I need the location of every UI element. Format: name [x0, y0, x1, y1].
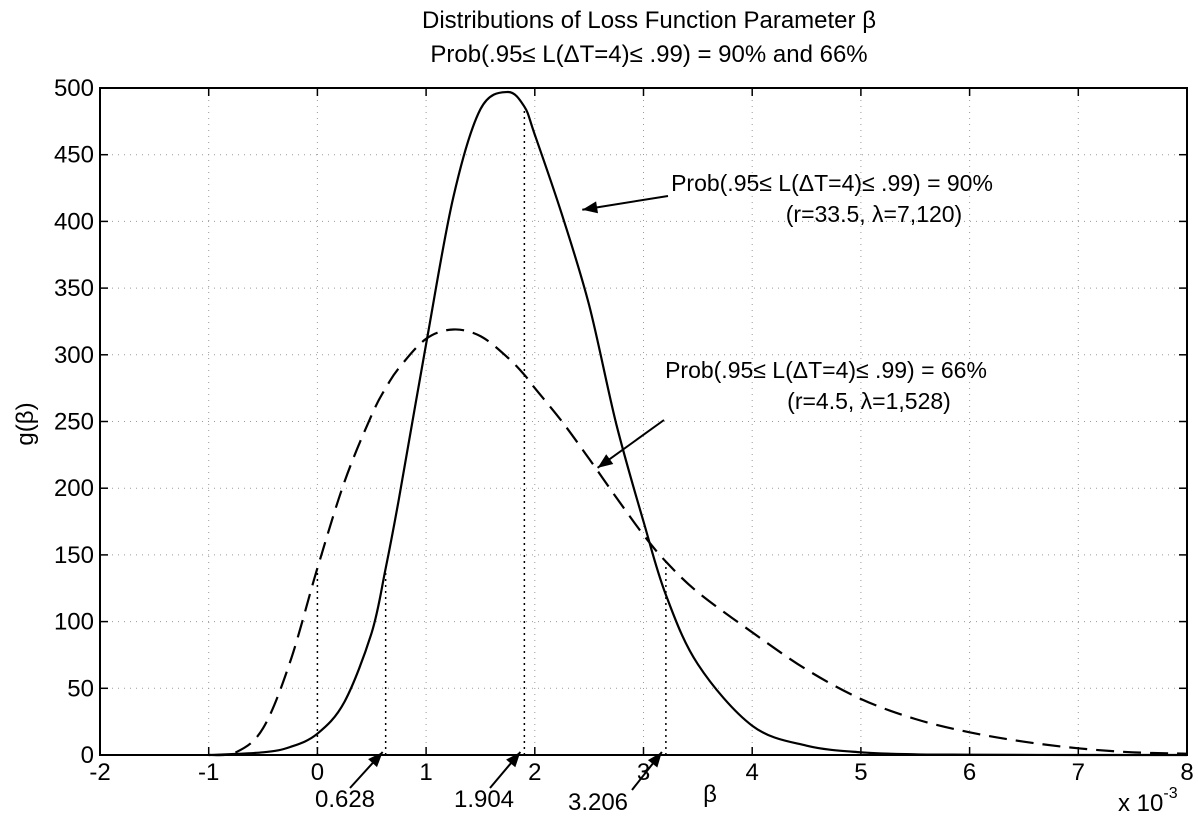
series-line-dashed — [208, 328, 1188, 757]
y-axis-label: g(β) — [12, 402, 39, 445]
annotation-arrow-head — [597, 454, 614, 468]
y-tick-labels: 0 50 100 150 200 250 300 350 400 450 500 — [54, 75, 94, 769]
x-tick-labels: -2 -1 0 1 2 3 4 5 6 7 8 — [89, 759, 1193, 786]
chart-subtitle: Prob(.95≤ L(ΔT=4)≤ .99) = 90% and 66% — [430, 41, 867, 68]
series-line-solid — [208, 90, 1187, 757]
marked-value-arrow-head — [647, 752, 662, 768]
marked-value-arrow-head — [506, 752, 521, 768]
annotation-66-line2: (r=4.5, λ=1,528) — [787, 388, 951, 414]
y-tick-label: 450 — [54, 142, 94, 169]
plot-frame — [99, 87, 1188, 756]
x-tick-label: 4 — [746, 759, 759, 786]
x-tick-label: 2 — [528, 759, 541, 786]
marked-value-arrow-head — [368, 752, 383, 768]
x-axis-label: β — [703, 781, 717, 808]
reference-lines — [316, 106, 667, 755]
y-tick-label: 350 — [54, 275, 94, 302]
annotation-arrow-head — [582, 201, 598, 214]
y-tick-label: 300 — [54, 342, 94, 369]
axis-ticks — [99, 87, 1188, 756]
annotation-66-line1: Prob(.95≤ L(ΔT=4)≤ .99) = 66% — [665, 357, 987, 383]
annotation-90-line1: Prob(.95≤ L(ΔT=4)≤ .99) = 90% — [671, 170, 993, 196]
marked-value-label: 3.206 — [568, 789, 628, 816]
y-tick-label: 50 — [67, 675, 94, 702]
annotation-90-line2: (r=33.5, λ=7,120) — [786, 201, 962, 227]
series-lines — [208, 90, 1188, 757]
marked-value-label: 0.628 — [315, 786, 375, 813]
y-tick-label: 150 — [54, 542, 94, 569]
x-multiplier-exponent: -3 — [1163, 785, 1177, 802]
x-tick-label: 7 — [1072, 759, 1085, 786]
marked-value-label: 1.904 — [454, 786, 514, 813]
y-tick-label: 500 — [54, 75, 94, 102]
annotations: Prob(.95≤ L(ΔT=4)≤ .99) = 90% (r=33.5, λ… — [665, 170, 993, 414]
marked-value-labels: 0.628 1.904 3.206 — [315, 786, 628, 816]
x-tick-label: 5 — [854, 759, 867, 786]
x-tick-label: 0 — [311, 759, 324, 786]
x-multiplier-base: x 10 — [1118, 790, 1163, 817]
x-tick-label: 6 — [963, 759, 976, 786]
x-tick-label: -2 — [89, 759, 110, 786]
x-multiplier: x 10-3 — [1118, 785, 1178, 817]
x-tick-label: 1 — [419, 759, 432, 786]
y-tick-label: 0 — [81, 742, 94, 769]
annotation-arrows — [349, 195, 669, 791]
y-tick-label: 400 — [54, 208, 94, 235]
x-tick-label: 8 — [1180, 759, 1193, 786]
y-tick-label: 250 — [54, 409, 94, 436]
y-tick-label: 200 — [54, 475, 94, 502]
grid — [100, 88, 1187, 755]
y-tick-label: 100 — [54, 609, 94, 636]
x-tick-label: -1 — [198, 759, 219, 786]
chart-title: Distributions of Loss Function Parameter… — [422, 7, 876, 34]
